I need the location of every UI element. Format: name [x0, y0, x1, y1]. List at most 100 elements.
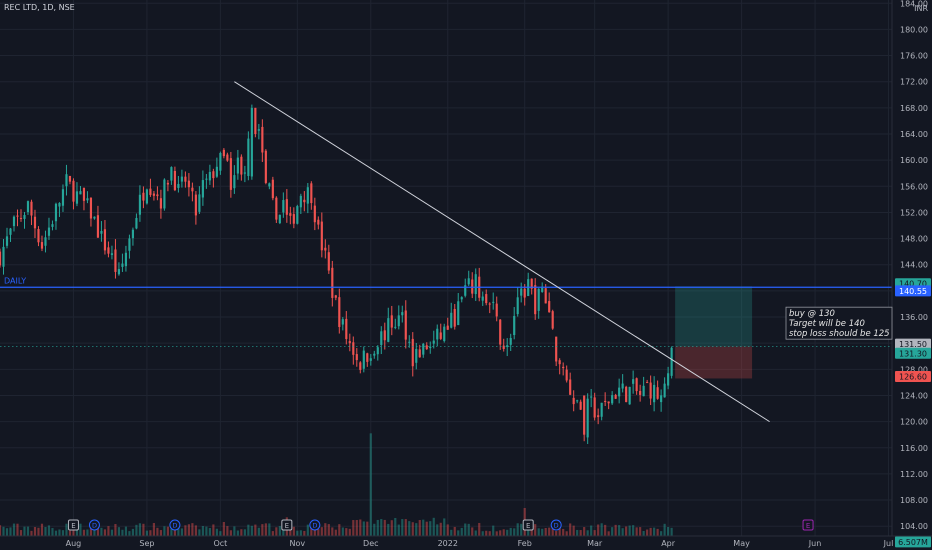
volume-bar — [614, 524, 617, 536]
volume-bar — [355, 520, 358, 536]
candle-body — [173, 170, 176, 191]
price-tick-label: 120.00 — [900, 418, 928, 427]
price-tick-label: 180.00 — [900, 25, 928, 34]
volume-bar — [457, 530, 460, 536]
candle-body — [432, 340, 435, 344]
candle-body — [408, 341, 411, 343]
candle-body — [369, 358, 372, 361]
volume-bar — [292, 526, 295, 536]
candle-body — [93, 216, 96, 219]
volume-bar — [597, 524, 600, 536]
volume-bar — [215, 528, 218, 536]
candle-body — [345, 318, 348, 340]
time-tick-label: Jul — [883, 539, 894, 548]
volume-bar — [212, 524, 215, 536]
volume-bar — [359, 519, 362, 536]
volume-bar — [117, 527, 121, 536]
candle-body — [436, 328, 439, 340]
candle-body — [114, 249, 117, 272]
volume-bar — [488, 531, 491, 536]
volume-bar — [303, 530, 306, 536]
price-tag-label: 131.30 — [899, 349, 927, 358]
volume-bar — [639, 527, 642, 536]
volume-bar — [499, 530, 502, 536]
drawing-lines[interactable] — [0, 81, 892, 423]
candle-body — [642, 385, 645, 397]
candle-body — [338, 297, 341, 327]
volume-bar — [450, 529, 453, 536]
volume-bar — [663, 523, 666, 536]
candle-body — [131, 229, 135, 239]
candle-body — [198, 194, 201, 212]
candle-body — [170, 167, 173, 181]
currency-label: INR — [914, 4, 928, 13]
volume-bar — [191, 523, 194, 536]
candle-body — [278, 214, 281, 224]
volume-bar — [282, 525, 285, 536]
candle-body — [583, 395, 586, 435]
volume-bar — [544, 527, 547, 536]
volume-bar — [397, 524, 400, 536]
volume-bar — [604, 524, 607, 536]
candle-body — [184, 176, 187, 182]
price-axis[interactable]: 104.00 108.00 112.00 116.00 120.00 124.00 128.… — [900, 0, 928, 531]
volume-bar — [439, 522, 442, 536]
volume-bar — [30, 530, 33, 536]
volume-bar — [555, 530, 558, 536]
candle-body — [569, 379, 572, 395]
candle-body — [2, 246, 5, 267]
volume-bar — [54, 530, 58, 536]
candle-body — [509, 338, 512, 345]
volume-bar — [152, 522, 155, 536]
trend-line — [234, 81, 770, 423]
volume-bar — [576, 529, 579, 536]
volume-bar — [646, 529, 649, 536]
volume-bar — [537, 528, 540, 536]
volume-bar — [632, 525, 635, 536]
candle-body — [660, 395, 663, 403]
volume-bar — [2, 526, 5, 536]
trade-note-box — [785, 306, 893, 340]
candle-body — [460, 297, 463, 300]
candle-body — [474, 274, 477, 295]
price-tick-label: 128.00 — [900, 365, 928, 374]
trade-note-line: Target will be 140 — [789, 319, 865, 329]
candle-body — [222, 149, 225, 157]
volume-bar — [579, 530, 582, 536]
price-axis-panel[interactable] — [892, 0, 932, 536]
candle-body — [156, 194, 159, 197]
candle-body — [226, 154, 229, 161]
candle-body — [670, 347, 673, 376]
candle-body — [212, 171, 215, 179]
dividend-icon-label: D — [92, 522, 97, 530]
candle-body — [152, 193, 155, 196]
volume-bar — [68, 530, 72, 536]
volume-bar — [114, 524, 117, 536]
volume-bar — [418, 520, 421, 536]
candle-body — [215, 166, 218, 177]
volume-bar — [131, 528, 135, 536]
price-tag — [895, 371, 931, 383]
volume-bar — [128, 531, 131, 536]
volume-bar — [415, 523, 418, 536]
volume-bar — [429, 521, 432, 536]
candle-body — [453, 308, 456, 327]
volume-bar — [89, 525, 93, 536]
volume-bar — [219, 531, 222, 536]
long-position-tool[interactable] — [675, 286, 753, 379]
candle-body — [257, 129, 260, 131]
volume-bar — [390, 520, 393, 536]
volume-bar — [100, 527, 103, 536]
volume-bar — [569, 523, 572, 536]
volume-bar — [411, 522, 414, 536]
earnings-icon-label: E — [806, 522, 810, 530]
time-axis[interactable]: Aug Sep Oct Nov Dec 2022 Feb Mar Apr May Jun Jul — [66, 539, 894, 548]
symbol-name: REC LTD — [4, 3, 38, 12]
candle-body — [418, 349, 421, 358]
price-tick-label: 172.00 — [900, 78, 928, 87]
candle-body — [387, 318, 390, 342]
earnings-icon — [281, 519, 293, 531]
